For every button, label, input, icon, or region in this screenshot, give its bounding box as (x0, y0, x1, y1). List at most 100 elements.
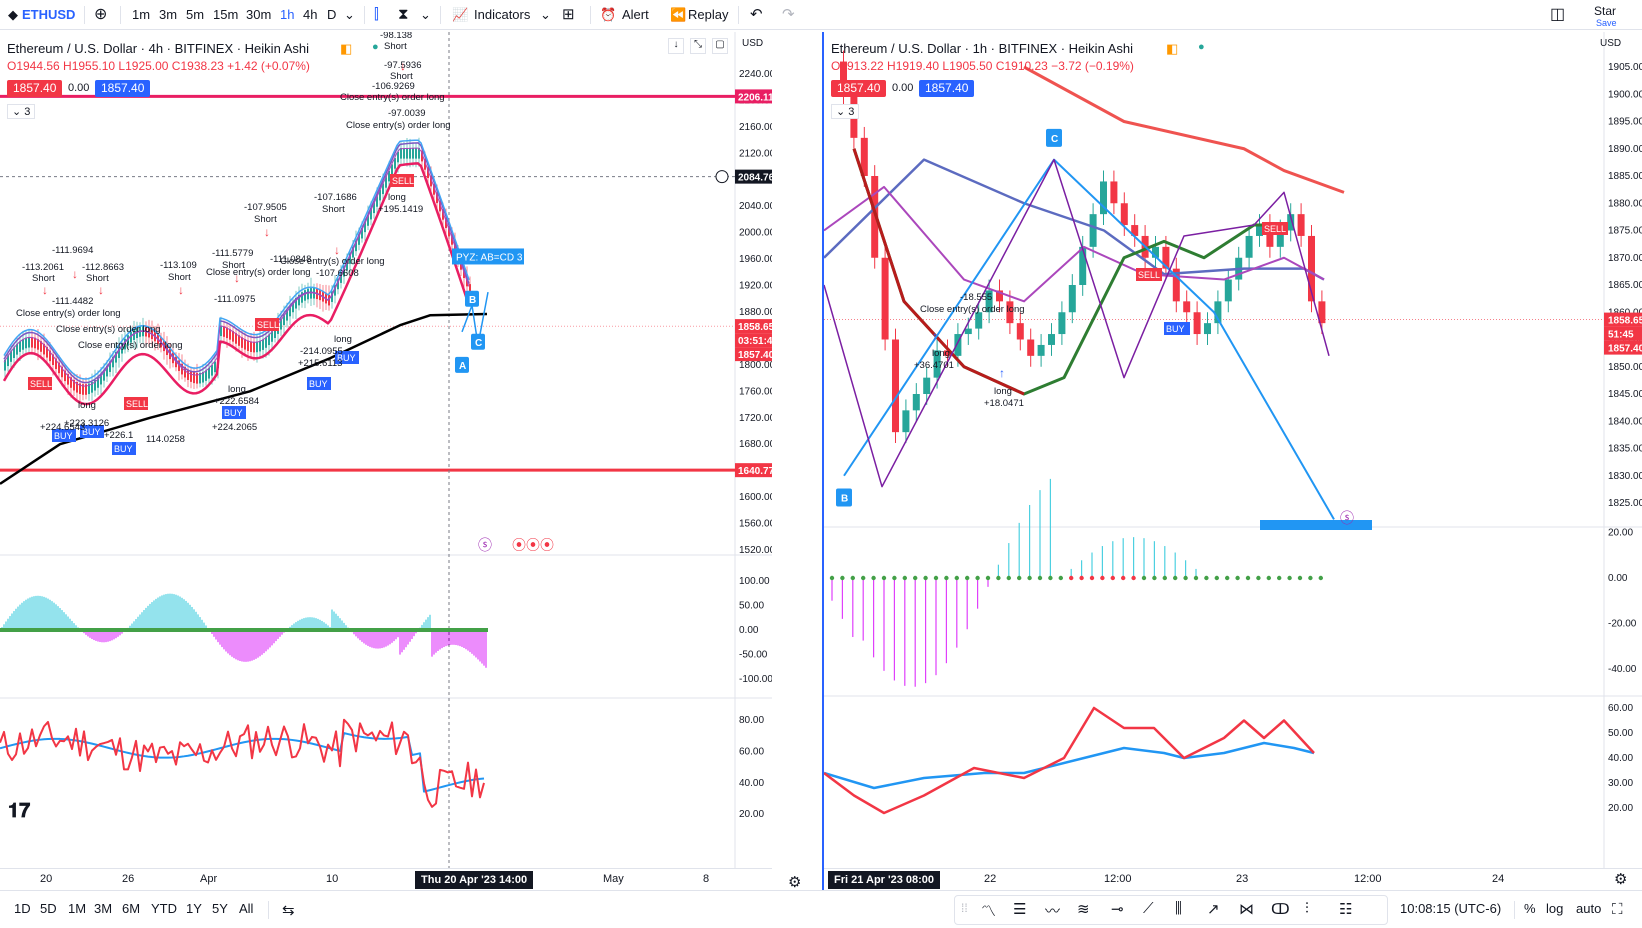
interval-30m[interactable]: 30m (246, 7, 272, 22)
symbol-search[interactable]: ETHUSD (22, 7, 76, 22)
range-5d[interactable]: 5D (40, 901, 57, 916)
indicators-button[interactable]: Indicators (474, 7, 531, 22)
fib-spiral-icon[interactable]: ↀ (1271, 901, 1290, 918)
clock-timezone[interactable]: 10:08:15 (UTC-6) (1400, 901, 1502, 916)
right-chart-canvas[interactable]: 1905.00 1900.00 1895.00 1890.00 1885.00 1880.… (824, 32, 1642, 868)
drag-handle-icon[interactable]: ⁞⁞ (961, 901, 968, 915)
right-sell-price-button[interactable]: 1857.40 (831, 80, 887, 97)
right-chart-pane[interactable]: 1905.00 1900.00 1895.00 1890.00 1885.00 1880.… (824, 32, 1642, 868)
left-sell-price-button[interactable]: 1857.40 (7, 80, 63, 97)
osc-zero-dot (1069, 575, 1074, 581)
interval-15m[interactable]: 15m (213, 7, 239, 22)
right-collapse-indicators-button[interactable]: ⌄ 3 (831, 104, 860, 119)
candle-body (409, 148, 411, 159)
range-1m[interactable]: 1M (68, 901, 87, 916)
left-settings-gear-icon[interactable]: ⚙ (788, 874, 802, 891)
trade-annotation: 114.0258 (146, 434, 185, 445)
chart-split-divider[interactable] (822, 32, 824, 890)
bar-chart-type-icon[interactable]: ⫿ (374, 6, 379, 23)
candle-body (439, 200, 441, 212)
interval-1m[interactable]: 1m (132, 7, 151, 22)
range-6m[interactable]: 6M (122, 901, 141, 916)
right-buy-price-button[interactable]: 1857.40 (919, 80, 975, 97)
log-scale-toggle[interactable]: log (1546, 901, 1564, 916)
abcd-pattern-icon[interactable]: 〰 (1045, 903, 1061, 920)
candle-body (88, 383, 90, 395)
auto-scale-toggle[interactable]: auto (1576, 901, 1602, 916)
right-lightning-event-icon[interactable]: ⓢ (1340, 510, 1354, 526)
interval-d[interactable]: D (327, 7, 337, 22)
horizontal-line-icon[interactable]: ⊸ (1111, 901, 1124, 918)
short-arrow-icon: ↓ (334, 243, 340, 257)
osc-zero-dot (829, 575, 835, 581)
fib-channel-icon[interactable]: ≋ (1077, 901, 1090, 918)
left-chart-pane[interactable]: 2240.002200.002160.002120.002080.002040.… (0, 32, 772, 868)
range-ytd[interactable]: YTD (151, 901, 177, 916)
interval-dropdown-chevron-icon[interactable]: ⌄ (344, 7, 355, 22)
right-settings-gear-icon[interactable]: ⚙ (1614, 871, 1628, 888)
range-1d[interactable]: 1D (14, 901, 31, 916)
left-economic-events-icon[interactable]: ⦿⦿⦿ (512, 537, 554, 553)
save-button[interactable]: Save (1596, 18, 1617, 28)
ma-purple-line (824, 185, 1325, 303)
osc-zero-dot (861, 575, 866, 581)
percent-scale-toggle[interactable]: % (1524, 901, 1536, 916)
go-to-date-icon[interactable]: ⇆ (282, 902, 295, 919)
range-3m[interactable]: 3M (94, 901, 113, 916)
alert-button[interactable]: Alert (622, 7, 649, 22)
candles-chart-type-icon[interactable]: ⧗ (398, 6, 409, 23)
compare-symbol-icon[interactable]: ⊕ (94, 6, 108, 23)
redo-icon[interactable]: ↷ (782, 6, 795, 23)
left-maximize-icon[interactable]: ▢ (712, 38, 728, 54)
interval-1h[interactable]: 1h (280, 7, 295, 22)
fib-speed-icon[interactable]: ☷ (1339, 901, 1353, 918)
buy-signal-chip-bg (1164, 322, 1190, 335)
left-collapse-icon[interactable]: ⤡ (690, 38, 706, 54)
interval-3m[interactable]: 3m (159, 7, 178, 22)
ma-slow-red-line (1023, 65, 1345, 194)
alert-clock-icon[interactable]: ⏰ (600, 7, 617, 22)
replay-button[interactable]: Replay (688, 7, 729, 22)
left-time-axis[interactable]: 20 26 Apr 10 Thu 20 Apr '23 14:00 May 8 … (0, 868, 801, 891)
left-currency-label[interactable]: USD (742, 38, 764, 49)
harmonic-pattern-line (843, 158, 1335, 520)
undo-icon[interactable]: ↶ (750, 6, 763, 23)
interval-5m[interactable]: 5m (186, 7, 205, 22)
templates-grid-icon[interactable]: ⊞ (562, 6, 575, 23)
left-chart-canvas[interactable]: 2240.002200.002160.002120.002080.002040.… (0, 32, 772, 868)
star-label[interactable]: Star (1594, 4, 1617, 18)
candle-body (220, 325, 222, 337)
xabcd-pattern-icon[interactable]: 〽 (981, 903, 997, 920)
buy-signal-chip: BUY (337, 353, 356, 363)
left-move-down-icon[interactable]: ↓ (668, 38, 684, 54)
fib-timezone-icon[interactable]: ⫶ (1305, 900, 1309, 917)
candle-body (262, 339, 264, 350)
trend-line-icon[interactable]: ⟋ (1143, 900, 1154, 917)
pattern-point-b: B (841, 494, 848, 505)
right-time-axis[interactable]: Fri 21 Apr '23 08:00 22 12:00 23 12:00 2… (824, 868, 1642, 890)
candle-body (334, 285, 336, 296)
left-buy-price-button[interactable]: 1857.40 (95, 80, 151, 97)
candle-body (1089, 214, 1097, 247)
price-tick-label: 1560.00 (739, 519, 772, 530)
range-5y[interactable]: 5Y (212, 901, 228, 916)
range-1y[interactable]: 1Y (186, 901, 202, 916)
interval-4h[interactable]: 4h (303, 7, 318, 22)
right-currency-label[interactable]: USD (1600, 38, 1622, 49)
candle-body (358, 234, 360, 245)
left-collapse-indicators-button[interactable]: ⌄ 3 (7, 104, 36, 119)
ray-icon[interactable]: ↗ (1207, 901, 1220, 918)
pattern-icon[interactable]: ⋈ (1239, 901, 1254, 918)
range-all[interactable]: All (239, 901, 254, 916)
fullscreen-icon[interactable]: ⛶ (1612, 901, 1623, 918)
left-lightning-event-icon[interactable]: ⓢ (478, 537, 492, 553)
fib-retracement-icon[interactable]: ☰ (1013, 901, 1027, 918)
chart-type-chevron-icon[interactable]: ⌄ (420, 7, 431, 22)
price-tick-label: 1890.00 (1608, 144, 1642, 155)
price-tick-label: 1880.00 (1608, 198, 1642, 209)
indicators-chevron-icon[interactable]: ⌄ (540, 7, 551, 22)
indicators-icon[interactable]: 📈 (452, 7, 469, 22)
layout-panel-icon[interactable]: ◫ (1550, 6, 1566, 23)
pitchfork-icon[interactable]: ⫼ (1175, 900, 1182, 917)
replay-icon[interactable]: ⏪ (670, 7, 687, 22)
